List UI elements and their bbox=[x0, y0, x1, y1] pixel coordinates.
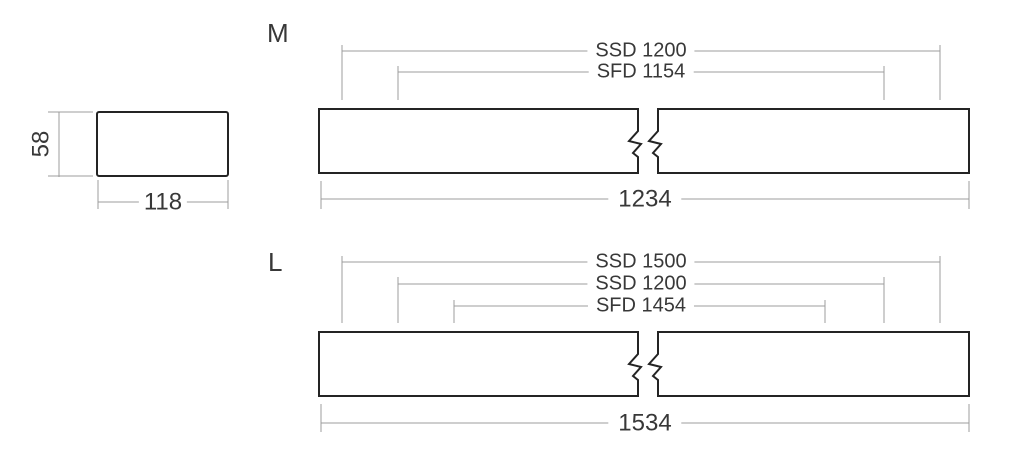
dim-label-l-overall: 1534 bbox=[608, 410, 682, 436]
dim-label-l-sfd1454: SFD 1454 bbox=[587, 295, 695, 317]
fixture-outlines-group bbox=[96, 108, 970, 397]
dim-label-l-ssd1500: SSD 1500 bbox=[587, 251, 695, 273]
dim-label-m-ssd1200: SSD 1200 bbox=[587, 40, 695, 62]
dim-label-cs-width: 118 bbox=[138, 189, 188, 215]
variant-label-l: L bbox=[268, 247, 283, 277]
dim-label-m-sfd1154: SFD 1154 bbox=[588, 61, 694, 83]
l-fixture-right-segment bbox=[647, 331, 970, 397]
dim-label-cs-height: 58 bbox=[27, 130, 55, 158]
dim-label-l-ssd1200: SSD 1200 bbox=[587, 273, 695, 295]
variant-label-m: M bbox=[267, 18, 289, 48]
m-fixture-left-segment bbox=[318, 108, 643, 174]
m-fixture-right-segment bbox=[647, 108, 970, 174]
dim-label-m-overall: 1234 bbox=[608, 186, 682, 212]
cross-section-profile bbox=[96, 111, 229, 177]
l-fixture-left-segment bbox=[318, 331, 643, 397]
